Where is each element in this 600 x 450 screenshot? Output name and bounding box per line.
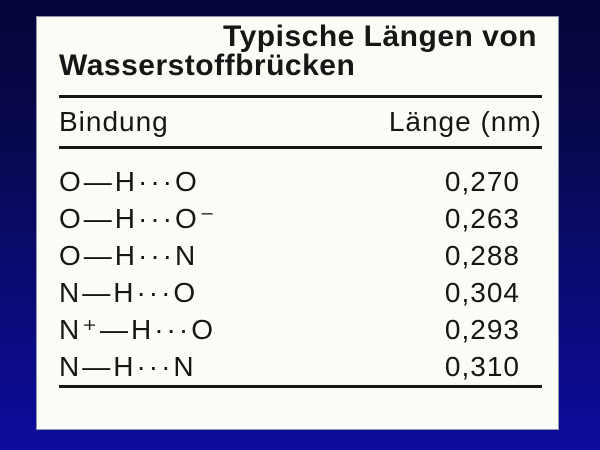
column-header-laenge: Länge (nm) bbox=[388, 106, 542, 137]
table-row: N—H···O 0,304 bbox=[59, 274, 542, 311]
length-value: 0,270 bbox=[444, 165, 520, 197]
divider-top bbox=[59, 95, 542, 98]
length-value: 0,263 bbox=[444, 202, 520, 234]
table-row: O—H···N 0,288 bbox=[59, 237, 542, 274]
length-value: 0,288 bbox=[444, 239, 520, 271]
length-value: 0,304 bbox=[444, 276, 520, 308]
bond-label: O—H···O bbox=[59, 165, 200, 197]
hydrogen-bond-table-card: Typische Längen von Wasserstoffbrücken B… bbox=[36, 16, 559, 430]
table-row: O—H···O⁻ 0,263 bbox=[59, 200, 542, 237]
table-row: N⁺—H···O 0,293 bbox=[59, 311, 542, 348]
divider-bottom bbox=[59, 385, 542, 388]
column-header-bindung: Bindung bbox=[59, 106, 169, 137]
bond-label: O—H···O⁻ bbox=[59, 203, 218, 234]
table-row: N—H···N 0,310 bbox=[59, 348, 542, 385]
bond-label: N—H···N bbox=[59, 350, 197, 382]
length-value: 0,293 bbox=[444, 313, 520, 345]
length-value: 0,310 bbox=[444, 350, 520, 382]
divider-header bbox=[59, 146, 542, 149]
bond-label: O—H···N bbox=[59, 239, 199, 271]
table-row: O—H···O 0,270 bbox=[59, 163, 542, 200]
bond-label: N⁺—H···O bbox=[59, 314, 216, 345]
table-title: Typische Längen von Wasserstoffbrücken bbox=[59, 20, 542, 82]
table-body: O—H···O 0,270 O—H···O⁻ 0,263 O—H···N 0,2… bbox=[59, 163, 542, 385]
table-title-line1: Typische Längen von bbox=[223, 20, 537, 53]
bond-label: N—H···O bbox=[59, 276, 199, 308]
table-header-row: Bindung Länge (nm) bbox=[59, 98, 542, 146]
table-title-line2: Wasserstoffbrücken bbox=[59, 49, 356, 82]
